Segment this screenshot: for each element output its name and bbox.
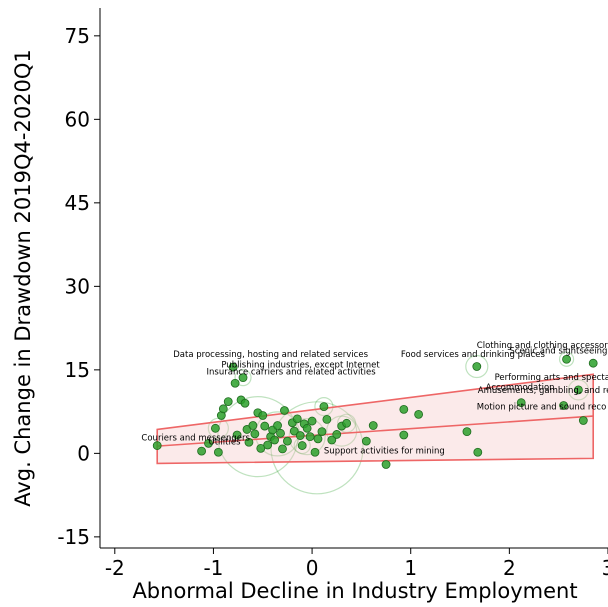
data-point — [213, 447, 223, 457]
data-point — [319, 402, 329, 411]
data-point — [280, 406, 289, 415]
point-annotation: Data processing, hosting and related ser… — [173, 350, 368, 360]
data-point — [462, 427, 472, 437]
data-point — [250, 429, 260, 439]
data-point — [292, 414, 302, 424]
x-ticks: -2 -1 0 1 2 3 — [105, 548, 608, 580]
point-annotation: Insurance carriers and related activitie… — [207, 367, 377, 377]
y-tick-label: 75 — [65, 24, 90, 48]
x-tick-label: 0 — [306, 556, 319, 580]
data-point — [263, 440, 273, 450]
data-point — [414, 409, 424, 419]
data-point — [244, 437, 254, 447]
data-point — [295, 431, 305, 440]
point-annotation: Publishing industries, except Internet — [221, 361, 380, 371]
y-ticks: -15 0 15 30 45 60 75 — [57, 24, 100, 549]
data-point — [562, 354, 571, 364]
point-annotation: Motion picture and sound reco — [477, 402, 607, 412]
data-point — [516, 398, 526, 408]
bubble-layer — [207, 351, 590, 495]
data-point — [307, 416, 317, 426]
data-point — [313, 434, 323, 444]
data-point — [473, 447, 483, 457]
data-point — [258, 411, 268, 420]
data-point — [302, 423, 312, 433]
data-point — [204, 438, 213, 448]
annotation-layer: Data processing, hosting and related ser… — [141, 341, 608, 456]
data-point — [228, 362, 238, 372]
data-point — [310, 447, 320, 457]
data-point — [152, 441, 162, 450]
x-tick-label: -2 — [105, 556, 125, 580]
data-point — [399, 404, 409, 414]
x-tick-label: -1 — [203, 556, 223, 580]
point-annotation: Couriers and messengers — [141, 434, 250, 444]
point-annotation: Accommodation — [486, 383, 555, 393]
y-tick-label: 45 — [65, 191, 90, 215]
data-point — [218, 404, 228, 414]
weight-bubble — [465, 354, 489, 379]
data-point — [399, 430, 409, 440]
data-point — [368, 421, 378, 430]
y-tick-label: 30 — [65, 274, 90, 298]
data-point — [240, 398, 250, 408]
data-point — [332, 430, 342, 439]
data-point — [574, 385, 583, 395]
point-annotation: Food services and drinking places — [401, 350, 546, 360]
data-point — [361, 436, 371, 446]
y-tick-label: -15 — [57, 525, 90, 549]
data-point — [278, 444, 287, 454]
data-point — [322, 415, 332, 424]
data-point — [260, 421, 270, 431]
data-point — [248, 421, 258, 430]
data-point — [342, 418, 352, 428]
data-point — [381, 460, 391, 469]
point-annotation: Scenic and sightseeing — [509, 347, 607, 357]
data-point — [559, 401, 569, 410]
data-point — [283, 436, 292, 446]
data-point — [305, 432, 315, 442]
point-annotation: Amusements, gambling, and re — [478, 386, 608, 396]
data-point — [297, 441, 307, 450]
weight-bubble — [567, 379, 590, 401]
data-point — [223, 397, 233, 406]
x-tick-label: 1 — [404, 556, 417, 580]
data-point — [289, 426, 299, 436]
y-tick-label: 60 — [65, 107, 90, 131]
point-annotation: Clothing and clothing accessories — [477, 341, 608, 351]
point-annotation: Support activities for mining — [324, 446, 445, 456]
x-tick-label: 3 — [602, 556, 608, 580]
data-point — [273, 421, 282, 430]
x-axis-label: Abnormal Decline in Industry Employment — [132, 579, 577, 603]
data-point — [276, 428, 285, 438]
data-point — [327, 435, 337, 445]
point-annotation: Performing arts and spectat — [495, 373, 608, 383]
y-tick-label: 15 — [65, 358, 90, 382]
data-point — [256, 443, 266, 453]
data-point — [270, 435, 279, 445]
data-point — [317, 427, 327, 437]
data-point — [238, 373, 248, 383]
data-point — [588, 358, 598, 368]
data-point — [230, 378, 240, 388]
point-annotation: Utilities — [209, 437, 242, 447]
x-tick-label: 2 — [503, 556, 516, 580]
fit-line — [157, 415, 594, 447]
point-layer — [152, 354, 598, 469]
y-tick-label: 0 — [77, 441, 90, 465]
data-point — [211, 423, 220, 433]
weight-bubble — [558, 351, 575, 367]
weight-bubble — [234, 369, 252, 387]
weight-bubble — [326, 415, 358, 447]
data-point — [578, 416, 588, 425]
data-point — [232, 430, 242, 440]
data-point — [472, 362, 482, 371]
data-point — [197, 446, 207, 456]
axes: -2 -1 0 1 2 3 -15 0 15 30 45 60 75 — [57, 8, 608, 580]
y-axis-label: Avg. Change in Drawdown 2019Q4-2020Q1 — [11, 49, 35, 507]
